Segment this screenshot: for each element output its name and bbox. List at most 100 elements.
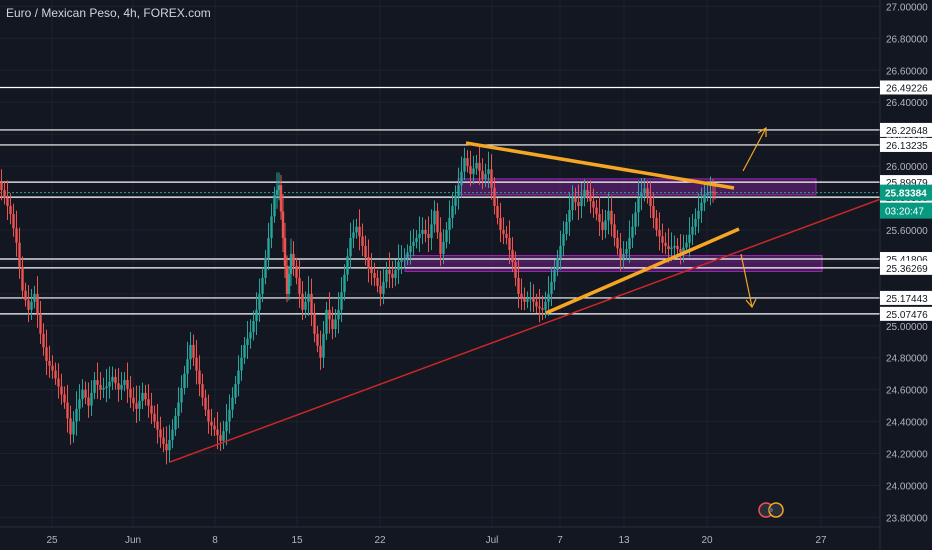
candle-body xyxy=(613,224,616,238)
candle-body xyxy=(162,437,165,444)
candle-body xyxy=(66,402,69,419)
candle-body xyxy=(0,182,3,191)
candle-body xyxy=(409,245,412,253)
candle-body xyxy=(562,233,565,246)
candle-body xyxy=(186,359,189,374)
candle-body xyxy=(346,256,349,275)
candle-body xyxy=(595,207,598,214)
candle-body xyxy=(460,171,463,186)
price-axis: 27.0000026.8000026.6000026.4000026.20000… xyxy=(879,0,932,550)
countdown-label: 03:20:47 xyxy=(885,207,924,218)
candle-body xyxy=(135,403,138,409)
candle-body xyxy=(499,217,502,230)
candle-body xyxy=(120,384,123,390)
candle-body xyxy=(511,249,514,262)
candle-body xyxy=(634,212,637,227)
candle-body xyxy=(601,221,604,230)
candle-body xyxy=(352,232,355,238)
candle-body xyxy=(382,281,385,294)
candle-body xyxy=(325,309,328,334)
drawing-overlays xyxy=(169,126,932,463)
candle-body xyxy=(6,198,9,207)
y-tick-label: 25.60000 xyxy=(886,226,928,237)
candle-body xyxy=(337,309,340,320)
candle-body xyxy=(385,269,388,282)
y-tick-label: 26.60000 xyxy=(886,66,928,77)
candle-body xyxy=(400,260,403,262)
candle-body xyxy=(277,185,281,191)
x-tick-label: Jun xyxy=(125,535,141,546)
candle-body xyxy=(213,425,216,430)
price-zone xyxy=(404,255,823,272)
candle-body xyxy=(676,245,679,250)
candle-body xyxy=(565,221,568,234)
candle-body xyxy=(640,193,643,199)
candle-body xyxy=(96,380,99,385)
candle-body xyxy=(210,421,213,426)
candle-body xyxy=(583,190,586,199)
candle-body xyxy=(475,162,478,169)
triangle-upper-line xyxy=(465,141,735,190)
candle-body xyxy=(577,202,580,207)
candle-body xyxy=(189,344,192,360)
level-tag-label: 25.36269 xyxy=(886,264,928,275)
candle-body xyxy=(12,213,15,229)
horizontal-levels xyxy=(0,86,880,315)
candle-body xyxy=(454,195,457,207)
candle-body xyxy=(81,389,84,400)
x-tick-label: 8 xyxy=(212,535,218,546)
candle-body xyxy=(502,229,505,234)
candle-body xyxy=(84,389,87,398)
x-tick-label: 22 xyxy=(374,535,386,546)
candle-body xyxy=(421,229,424,234)
candle-body xyxy=(287,273,291,294)
candle-body xyxy=(412,241,415,246)
candle-body xyxy=(574,198,577,203)
candle-body xyxy=(397,261,400,270)
candle-body xyxy=(559,245,562,258)
candle-body xyxy=(234,384,237,398)
candle-body xyxy=(622,253,625,259)
candle-body xyxy=(610,210,613,225)
candle-body xyxy=(604,220,607,230)
breakout-up-arrow xyxy=(742,127,767,172)
candle-body xyxy=(264,257,267,278)
candle-body xyxy=(150,405,153,414)
candle-body xyxy=(478,162,481,171)
candle-body xyxy=(147,399,150,406)
candle-body xyxy=(298,277,301,294)
candle-body xyxy=(469,166,472,175)
candle-body xyxy=(568,210,571,222)
candle-body xyxy=(367,257,370,269)
candle-body xyxy=(75,408,78,422)
support-trendline xyxy=(169,179,932,463)
x-tick-label: 25 xyxy=(46,535,58,546)
candle-body xyxy=(679,249,682,253)
candle-body xyxy=(538,306,541,309)
candle-body xyxy=(99,384,102,390)
candle-body xyxy=(682,247,685,253)
x-tick-label: 20 xyxy=(701,535,713,546)
candle-body xyxy=(688,234,691,243)
candle-body xyxy=(691,226,694,235)
candle-body xyxy=(240,357,243,371)
candle-body xyxy=(90,392,93,406)
candle-body xyxy=(493,187,496,207)
candle-body xyxy=(24,290,27,301)
candle-body xyxy=(39,313,42,334)
candle-body xyxy=(252,320,255,333)
candle-body xyxy=(592,201,595,208)
candle-body xyxy=(589,195,592,202)
candle-body xyxy=(93,380,96,393)
candle-body xyxy=(87,397,90,406)
candle-body xyxy=(201,384,204,398)
level-tag xyxy=(880,122,932,137)
candle-body xyxy=(463,158,466,172)
y-tick-label: 24.40000 xyxy=(886,418,928,429)
candle-body xyxy=(370,268,373,274)
candle-body xyxy=(258,293,261,310)
candle-body xyxy=(466,158,469,167)
candle-body xyxy=(571,198,574,211)
candle-body xyxy=(484,174,487,179)
